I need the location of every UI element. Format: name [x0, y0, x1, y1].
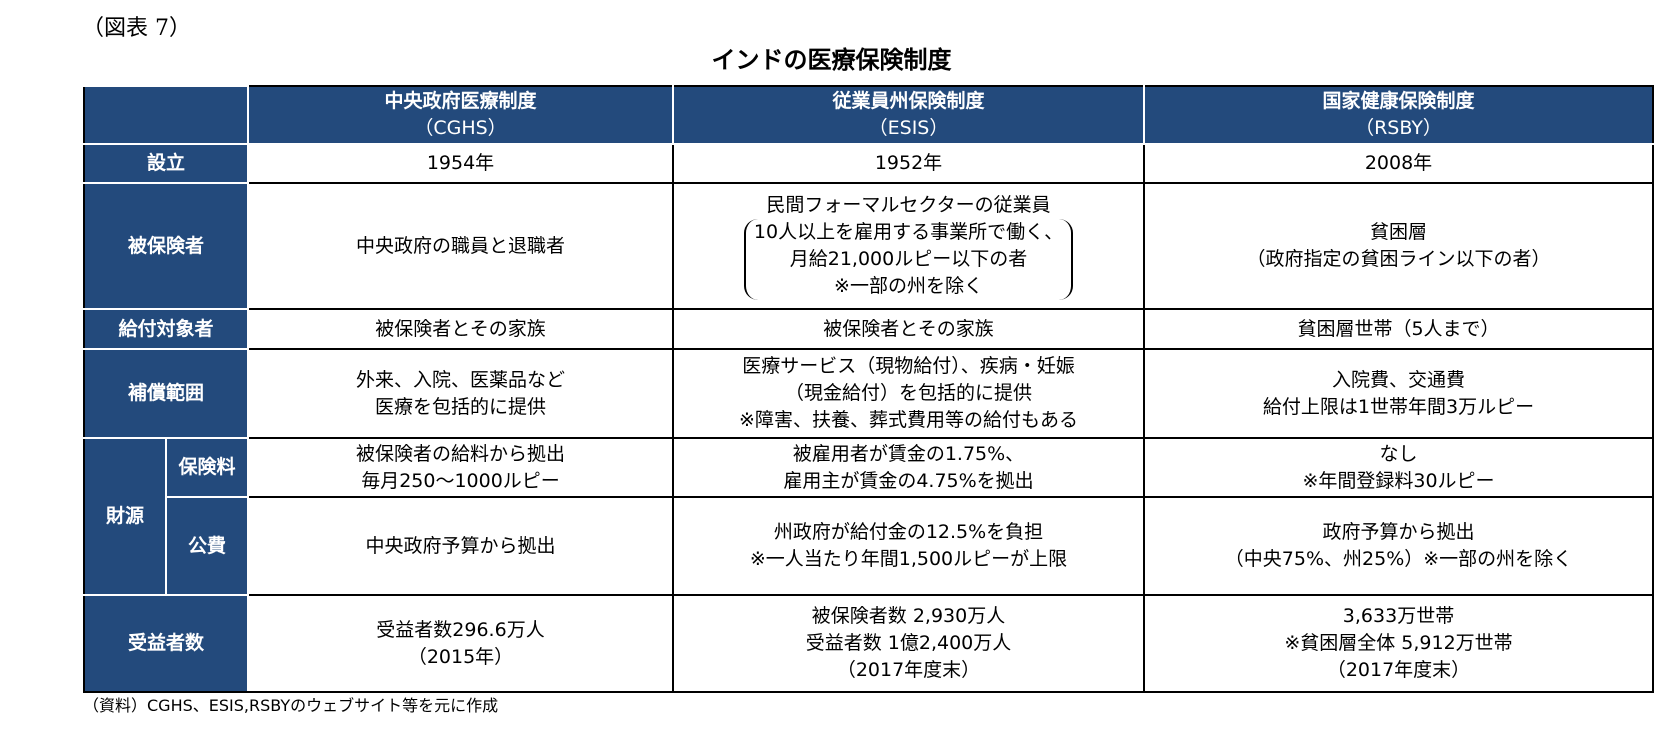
- cell-line: （中央75%、州25%）※一部の州を除く: [1224, 548, 1573, 570]
- cell-established-1: 1952年: [672, 143, 1145, 184]
- cell-line: 政府予算から拠出: [1322, 521, 1475, 543]
- cell-line: （2015年）: [407, 645, 514, 668]
- header-rsby: 国家健康保険制度 （RSBY）: [1143, 85, 1654, 145]
- cell-line: 2008年: [1364, 152, 1433, 174]
- row-established: 設立 1954年 1952年 2008年: [83, 143, 1654, 184]
- cell-line: 毎月250～1000ルピー: [361, 469, 560, 492]
- cell-line: ※貧困層全体 5,912万世帯: [1284, 632, 1513, 654]
- cell-recipients-0: 受益者数296.6万人 （2015年）: [247, 594, 674, 693]
- row-label-established: 設立: [83, 143, 249, 184]
- insurance-table: 中央政府医療制度 （CGHS） 従業員州保険制度 （ESIS） 国家健康保険制度 （R…: [83, 85, 1654, 693]
- cell-line: ※一部の州を除く: [834, 275, 983, 297]
- cell-public-0: 中央政府予算から拠出: [247, 496, 674, 596]
- cell-line: 受益者数296.6万人: [376, 618, 545, 641]
- cell-line: ※障害、扶養、葬式費用等の給付もある: [739, 409, 1078, 431]
- cell-line: 1954年: [426, 152, 495, 174]
- cell-line: 州政府が給付金の12.5%を負担: [773, 521, 1044, 543]
- cell-recipients-2: 3,633万世帯 ※貧困層全体 5,912万世帯 （2017年度末）: [1143, 594, 1654, 693]
- bracket-group: 10人以上を雇用する事業所で働く、 月給21,000ルピー以下の者 ※一部の州を除く: [743, 219, 1074, 300]
- cell-line: ※一人当たり年間1,500ルピーが上限: [749, 548, 1068, 570]
- cell-line: 給付上限は1世帯年間3万ルピー: [1262, 395, 1535, 418]
- figure-label: （図表 7）: [82, 16, 191, 41]
- cell-beneficiaries-0: 被保険者とその家族: [247, 308, 674, 350]
- cell-line: 被雇用者が賃金の1.75%、: [792, 442, 1025, 465]
- cell-line: なし: [1379, 442, 1418, 465]
- cell-public-1: 州政府が給付金の12.5%を負担 ※一人当たり年間1,500ルピーが上限: [672, 496, 1145, 596]
- corner-cell: [83, 85, 249, 145]
- cell-line: 中央政府の職員と退職者: [355, 234, 565, 257]
- cell-line: 受益者数 1億2,400万人: [805, 632, 1012, 654]
- cell-insured-0: 中央政府の職員と退職者: [247, 182, 674, 310]
- row-coverage: 補償範囲 外来、入院、医薬品など 医療を包括的に提供 医療サービス（現物給付）、疾病・…: [83, 348, 1654, 439]
- header-row: 中央政府医療制度 （CGHS） 従業員州保険制度 （ESIS） 国家健康保険制度 （R…: [83, 85, 1654, 145]
- cell-line: 入院費、交通費: [1331, 368, 1465, 391]
- row-recipients: 受益者数 受益者数296.6万人 （2015年） 被保険者数 2,930万人 受益者数 …: [83, 594, 1654, 693]
- cell-line: 3,633万世帯: [1342, 605, 1455, 627]
- cell-premium-0: 被保険者の給料から拠出 毎月250～1000ルピー: [247, 437, 674, 498]
- header-esis: 従業員州保険制度 （ESIS）: [672, 85, 1145, 145]
- cell-line: 月給21,000ルピー以下の者: [789, 248, 1028, 270]
- cell-beneficiaries-2: 貧困層世帯（5人まで）: [1143, 308, 1654, 350]
- cell-line: 被保険者とその家族: [823, 317, 994, 340]
- cell-line: 被保険者とその家族: [375, 317, 546, 340]
- header-cghs: 中央政府医療制度 （CGHS）: [247, 85, 674, 145]
- cell-insured-2: 貧困層 （政府指定の貧困ライン以下の者）: [1143, 182, 1654, 310]
- cell-line: 医療サービス（現物給付）、疾病・妊娠: [742, 355, 1075, 377]
- row-label-insured: 被保険者: [83, 182, 249, 310]
- cell-line: 雇用主が賃金の4.75%を拠出: [783, 469, 1034, 492]
- cell-line: （2017年度末）: [1326, 659, 1471, 681]
- cell-line: 1952年: [874, 152, 943, 174]
- cell-premium-1: 被雇用者が賃金の1.75%、 雇用主が賃金の4.75%を拠出: [672, 437, 1145, 498]
- cell-line: 医療を包括的に提供: [374, 395, 546, 418]
- cell-coverage-0: 外来、入院、医薬品など 医療を包括的に提供: [247, 348, 674, 439]
- cell-established-0: 1954年: [247, 143, 674, 184]
- row-beneficiaries: 給付対象者 被保険者とその家族 被保険者とその家族 貧困層世帯（5人まで）: [83, 308, 1654, 350]
- cell-premium-2: なし ※年間登録料30ルピー: [1143, 437, 1654, 498]
- cell-line: 被保険者の給料から拠出: [355, 442, 565, 465]
- cell-line: 貧困層世帯（5人まで）: [1297, 317, 1500, 340]
- cell-line: 貧困層: [1369, 221, 1427, 243]
- cell-coverage-1: 医療サービス（現物給付）、疾病・妊娠 （現金給付）を包括的に提供 ※障害、扶養、葬式…: [672, 348, 1145, 439]
- cell-insured-1: 民間フォーマルセクターの従業員 10人以上を雇用する事業所で働く、 月給21,000…: [672, 182, 1145, 310]
- cell-recipients-1: 被保険者数 2,930万人 受益者数 1億2,400万人 （2017年度末）: [672, 594, 1145, 693]
- cell-line: 10人以上を雇用する事業所で働く、: [753, 221, 1064, 243]
- row-label-public: 公費: [165, 496, 249, 596]
- cell-line: 中央政府予算から拠出: [365, 534, 556, 557]
- cell-line: 民間フォーマルセクターの従業員: [766, 194, 1051, 216]
- row-label-funding: 財源: [83, 437, 167, 596]
- cell-line: （政府指定の貧困ライン以下の者）: [1246, 248, 1551, 270]
- cell-coverage-2: 入院費、交通費給付上限は1世帯年間3万ルピー: [1143, 348, 1654, 439]
- row-label-beneficiaries: 給付対象者: [83, 308, 249, 350]
- cell-established-2: 2008年: [1143, 143, 1654, 184]
- row-premium: 財源 保険料 被保険者の給料から拠出 毎月250～1000ルピー 被雇用者が賃金の1.7…: [83, 437, 1654, 596]
- row-insured: 被保険者 中央政府の職員と退職者 民間フォーマルセクターの従業員 10人以上を雇用する…: [83, 182, 1654, 310]
- cell-line: 外来、入院、医薬品など: [355, 368, 565, 391]
- cell-line: 被保険者数 2,930万人: [811, 605, 1006, 627]
- cell-beneficiaries-1: 被保険者とその家族: [672, 308, 1145, 350]
- row-public: 公費 中央政府予算から拠出 州政府が給付金の12.5%を負担 ※一人当たり年間1,50…: [84, 496, 1654, 596]
- cell-line: （現金給付）を包括的に提供: [784, 382, 1032, 404]
- cell-public-2: 政府予算から拠出 （中央75%、州25%）※一部の州を除く: [1143, 496, 1654, 596]
- table-title: インドの医療保険制度: [711, 46, 952, 74]
- row-label-premium: 保険料: [165, 437, 249, 498]
- row-label-coverage: 補償範囲: [83, 348, 249, 439]
- cell-line: （2017年度末）: [836, 659, 981, 681]
- row-label-recipients: 受益者数: [83, 594, 249, 693]
- source-note: （資料）CGHS、ESIS,RSBYのウェブサイト等を元に作成: [83, 696, 499, 715]
- cell-line: ※年間登録料30ルピー: [1302, 469, 1495, 492]
